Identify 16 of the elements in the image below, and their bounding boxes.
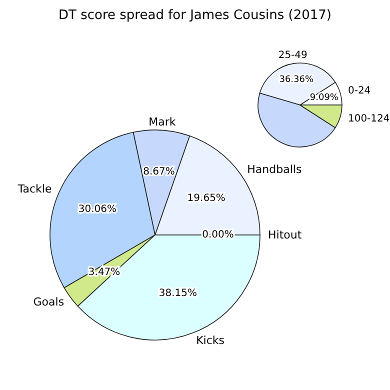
data-label: 38.15% (158, 288, 197, 300)
data-label: 30.06% (78, 204, 116, 215)
category-label: Hitout (268, 228, 302, 242)
slice-label: 100-124 (348, 114, 390, 125)
slice-label: Kicks (196, 334, 225, 347)
chart-title: DT score spread for James Cousins (2017) (58, 8, 332, 23)
data-label: 8.67% (143, 166, 175, 178)
data-label: 19.65% (187, 193, 226, 204)
slice-label: Handballs (247, 163, 302, 176)
slice-label: Tackle (16, 182, 52, 196)
slice-label: Mark (148, 116, 176, 129)
data-label: 9.09% (310, 92, 339, 103)
slice-label: 25-49 (278, 50, 308, 62)
data-label: 36.36% (279, 75, 314, 86)
slice-label: 0-24 (348, 85, 371, 96)
slice-label: Goals (33, 296, 64, 309)
